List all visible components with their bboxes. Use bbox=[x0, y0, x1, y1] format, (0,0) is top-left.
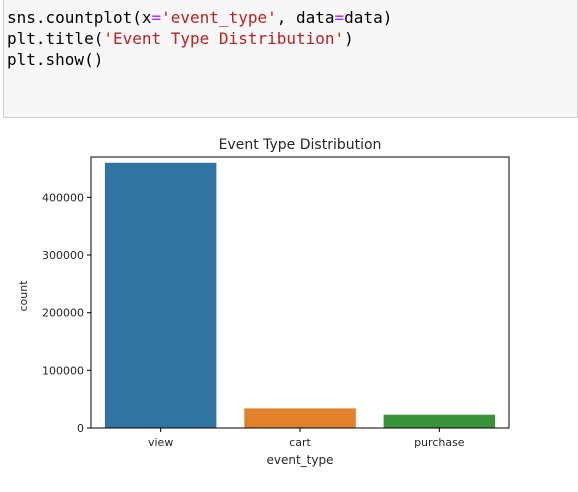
x-axis-label: event_type bbox=[267, 453, 334, 467]
cell-output: Event Type Distribution count event_type… bbox=[0, 122, 578, 488]
y-tick-label: 100000 bbox=[42, 364, 84, 377]
code-line: plt.title('Event Type Distribution') bbox=[7, 29, 354, 48]
code-cell-input[interactable]: sns.countplot(x='event_type', data=data)… bbox=[3, 0, 578, 118]
bar-purchase bbox=[383, 414, 496, 428]
x-tick-label-view: view bbox=[148, 436, 173, 449]
bar-cart bbox=[244, 408, 356, 428]
chart-title: Event Type Distribution bbox=[219, 137, 382, 153]
y-tick-label: 0 bbox=[77, 422, 84, 435]
y-tick-label: 200000 bbox=[42, 307, 84, 320]
x-tick-label-cart: cart bbox=[289, 436, 311, 449]
bar-view bbox=[104, 162, 217, 429]
y-axis-label: count bbox=[17, 280, 30, 312]
code-line: sns.countplot(x='event_type', data=data) bbox=[7, 8, 393, 27]
x-tick-label-purchase: purchase bbox=[414, 436, 465, 449]
code-line: plt.show() bbox=[7, 50, 104, 69]
y-tick-label: 400000 bbox=[42, 191, 84, 204]
bar-chart: Event Type Distribution count event_type… bbox=[17, 137, 510, 467]
y-tick-label: 300000 bbox=[42, 249, 84, 262]
